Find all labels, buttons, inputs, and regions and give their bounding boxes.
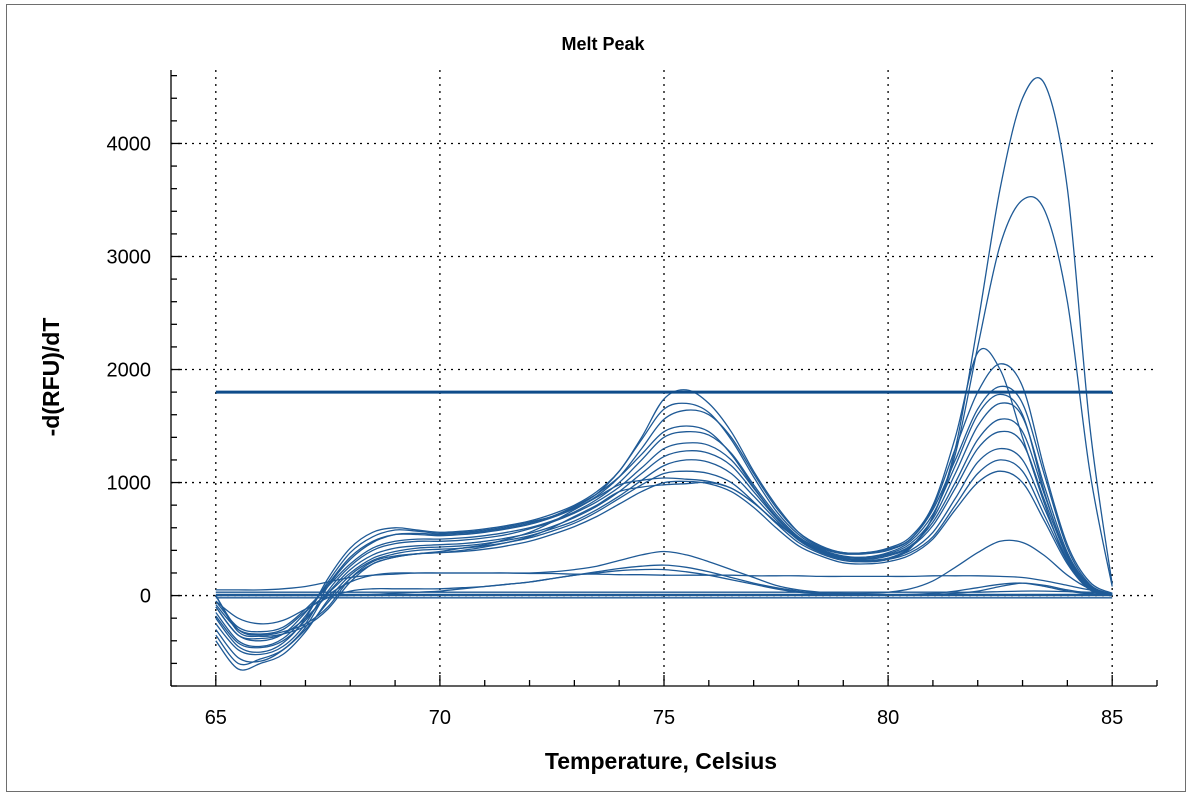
melt-curve	[215, 430, 1113, 649]
melt-curve	[215, 393, 1113, 656]
curves-layer	[215, 77, 1113, 671]
melt-curve	[215, 568, 1113, 625]
x-tick-label: 80	[877, 707, 899, 729]
y-tick-label: 0	[140, 586, 151, 608]
y-tick-label: 2000	[107, 360, 152, 382]
grid-layer	[171, 70, 1157, 686]
y-axis-title: -d(RFU)/dT	[38, 318, 64, 437]
melt-curve	[215, 418, 1113, 663]
y-tick-label: 4000	[107, 133, 152, 155]
y-tick-label: 1000	[107, 473, 152, 495]
x-tick-label: 70	[429, 707, 451, 729]
melt-curve	[215, 77, 1113, 636]
melt-curve	[215, 347, 1113, 653]
melt-curve	[215, 459, 1113, 671]
melt-peak-chart: Melt Peak -d(RFU)/dT Temperature, Celsiu…	[38, 34, 1158, 774]
melt-curve	[215, 447, 1113, 635]
ticks-layer: 65 70 75 80 85 0 1000 2000 3000 4000	[107, 75, 1158, 729]
melt-curve	[215, 470, 1113, 666]
x-tick-label: 85	[1101, 707, 1123, 729]
chart-title: Melt Peak	[561, 34, 645, 54]
melt-curve	[215, 572, 1113, 594]
x-axis-title: Temperature, Celsius	[545, 748, 777, 774]
melt-curve	[215, 590, 1113, 594]
melt-curve	[215, 539, 1113, 640]
x-tick-label: 75	[653, 707, 675, 729]
melt-curve	[215, 363, 1113, 648]
melt-curve	[215, 385, 1113, 642]
melt-curve	[215, 402, 1113, 633]
y-tick-label: 3000	[107, 246, 152, 268]
x-tick-label: 65	[205, 707, 227, 729]
chart-frame: Melt Peak -d(RFU)/dT Temperature, Celsiu…	[6, 4, 1186, 792]
